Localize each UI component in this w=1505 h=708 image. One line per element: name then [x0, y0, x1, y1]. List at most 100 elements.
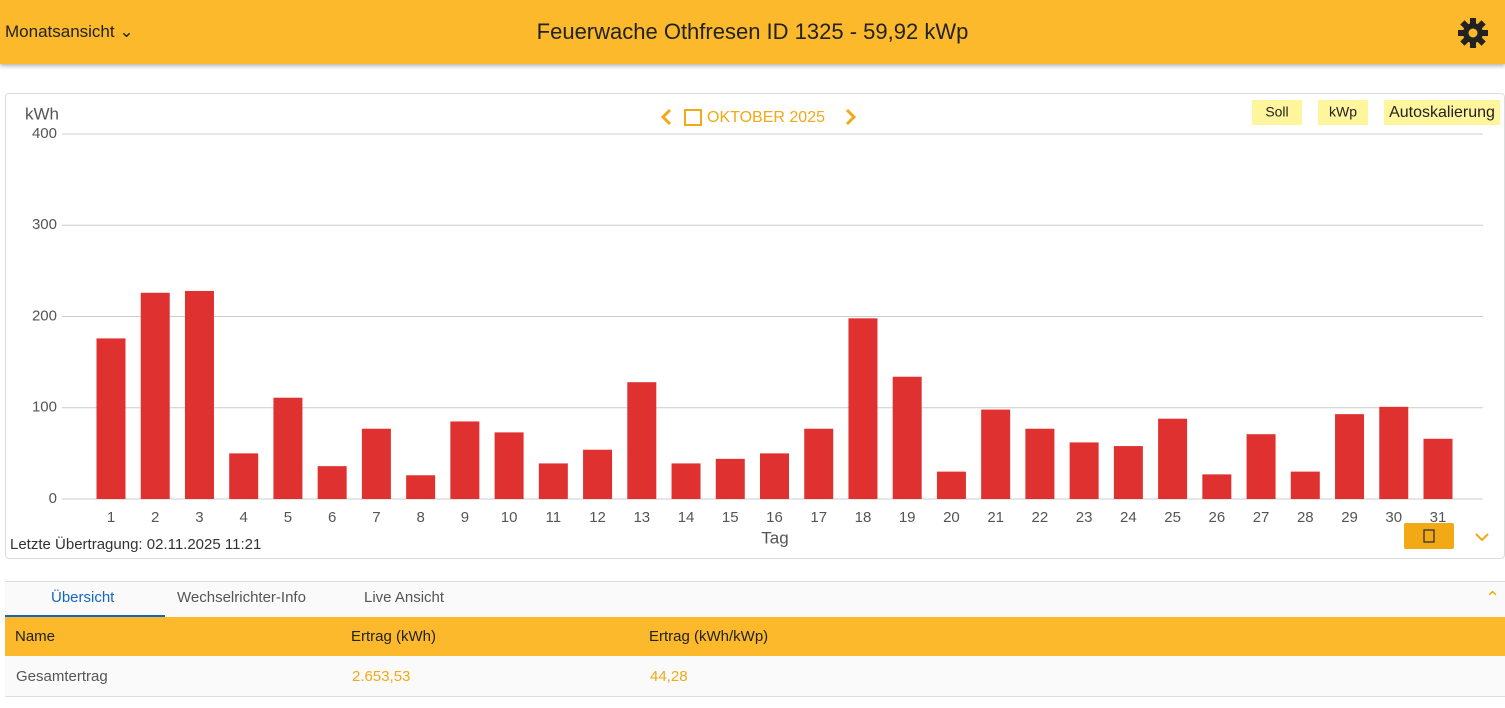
- y-tick-label: 400: [32, 125, 57, 142]
- x-tick-label: 28: [1297, 509, 1314, 526]
- x-tick-label: 18: [855, 509, 872, 526]
- x-tick-label: 13: [633, 509, 650, 526]
- export-icon: [1423, 529, 1435, 543]
- x-tick-label: 9: [461, 509, 469, 526]
- x-tick-label: 10: [501, 509, 518, 526]
- bar: [804, 428, 834, 499]
- y-tick-label: 200: [32, 307, 57, 324]
- bar: [1246, 434, 1276, 499]
- bar: [936, 471, 966, 499]
- button[interactable]: [1384, 100, 1500, 125]
- x-tick-label: 21: [987, 509, 1004, 526]
- bar: [892, 376, 922, 499]
- button-label[interactable]: Soll: [1265, 104, 1288, 120]
- bar: [96, 338, 126, 499]
- tab-bar: Übersicht Wechselrichter-Info Live Ansic…: [5, 581, 1505, 618]
- button[interactable]: [1252, 100, 1302, 125]
- tab-indicator: [5, 615, 165, 618]
- page-title: Feuerwache Othfresen ID 1325 - 59,92 kWp: [536, 19, 969, 44]
- bar: [1158, 418, 1188, 499]
- x-tick-label: 17: [810, 509, 827, 526]
- x-tick-label: 2: [151, 509, 159, 526]
- x-tick-label: 26: [1208, 509, 1225, 526]
- x-tick-label: 31: [1430, 509, 1447, 526]
- y-tick-label: 100: [32, 399, 57, 416]
- x-tick-label: 16: [766, 509, 783, 526]
- header: Monatsansicht ⌄ Feuerwache Othfresen ID …: [0, 0, 1505, 64]
- column-header: Ertrag (kWh/kWp): [649, 628, 769, 645]
- tab[interactable]: Live Ansicht: [364, 589, 445, 606]
- x-tick-label: 22: [1032, 509, 1049, 526]
- cell: Gesamtertrag: [16, 668, 108, 685]
- next-month[interactable]: [845, 108, 857, 126]
- last-transfer: Letzte Übertragung: 02.11.2025 11:21: [10, 535, 261, 553]
- bar: [627, 382, 657, 499]
- expand-chevron[interactable]: ⌃: [1485, 588, 1501, 608]
- export-button[interactable]: [1404, 523, 1454, 549]
- bar: [583, 449, 613, 499]
- x-tick-label: 15: [722, 509, 739, 526]
- calendar-icon: [684, 109, 702, 126]
- x-tick-label: 7: [372, 509, 380, 526]
- bar: [1290, 471, 1320, 499]
- bar: [1379, 406, 1409, 499]
- column-header: Ertrag (kWh): [351, 628, 437, 645]
- bar: [538, 463, 568, 499]
- button-label[interactable]: kWp: [1329, 104, 1357, 120]
- bar: [1335, 414, 1365, 499]
- x-tick-label: 25: [1164, 509, 1181, 526]
- y-tick-label: 0: [49, 490, 57, 507]
- x-tick-label: 12: [589, 509, 606, 526]
- bar: [317, 466, 347, 499]
- bar: [361, 428, 391, 499]
- bar: [715, 458, 745, 499]
- table-row: Gesamtertrag 2.653,53 44,28: [5, 656, 1505, 697]
- x-tick-label: 20: [943, 509, 960, 526]
- settings-icon[interactable]: [1457, 17, 1489, 49]
- bar: [229, 453, 259, 499]
- bar: [760, 453, 789, 499]
- x-tick-label: 19: [899, 509, 916, 526]
- month-label[interactable]: OKTOBER 2025: [707, 109, 825, 126]
- y-tick-label: 300: [32, 216, 57, 233]
- x-tick-label: 11: [546, 509, 562, 526]
- bar: [848, 318, 878, 499]
- bar: [671, 463, 701, 499]
- bar: [1025, 428, 1055, 499]
- x-tick-label: 24: [1120, 509, 1137, 526]
- collapse-chevron[interactable]: [1475, 533, 1489, 542]
- x-tick-label: 30: [1385, 509, 1402, 526]
- bar: [450, 421, 480, 499]
- cell: 2.653,53: [352, 668, 411, 685]
- prev-month[interactable]: [660, 108, 672, 126]
- bar: [273, 397, 303, 499]
- cell: 44,28: [650, 668, 688, 685]
- x-tick-label: 14: [678, 509, 695, 526]
- bar: [406, 475, 436, 499]
- tab[interactable]: Übersicht: [51, 589, 115, 606]
- x-tick-label: 6: [328, 509, 336, 526]
- chart: kWh Tag OKTOBER 2025 Soll kWp Autoskalie…: [10, 100, 1500, 553]
- x-tick-label: 23: [1076, 509, 1093, 526]
- bar: [140, 292, 170, 499]
- bar: [981, 409, 1011, 499]
- view-select[interactable]: Monatsansicht ⌄: [5, 22, 134, 41]
- bar: [494, 432, 524, 499]
- tab[interactable]: Wechselrichter-Info: [177, 589, 306, 606]
- column-header: Name: [15, 628, 56, 645]
- bar: [1202, 474, 1232, 499]
- table-header: Name Ertrag (kWh) Ertrag (kWh/kWp): [5, 617, 1505, 656]
- view-label[interactable]: Monatsansicht: [5, 22, 115, 41]
- x-tick-label: 8: [416, 509, 424, 526]
- x-tick-label: 3: [195, 509, 203, 526]
- x-tick-label: 27: [1253, 509, 1270, 526]
- x-tick-label: 29: [1341, 509, 1358, 526]
- x-tick-label: 1: [107, 509, 115, 526]
- button-label[interactable]: Autoskalierung: [1389, 104, 1495, 121]
- bar: [1423, 438, 1453, 499]
- bar: [1113, 446, 1143, 499]
- y-axis-label: kWh: [25, 104, 59, 123]
- x-tick-label: 4: [240, 509, 248, 526]
- button[interactable]: [1318, 100, 1368, 125]
